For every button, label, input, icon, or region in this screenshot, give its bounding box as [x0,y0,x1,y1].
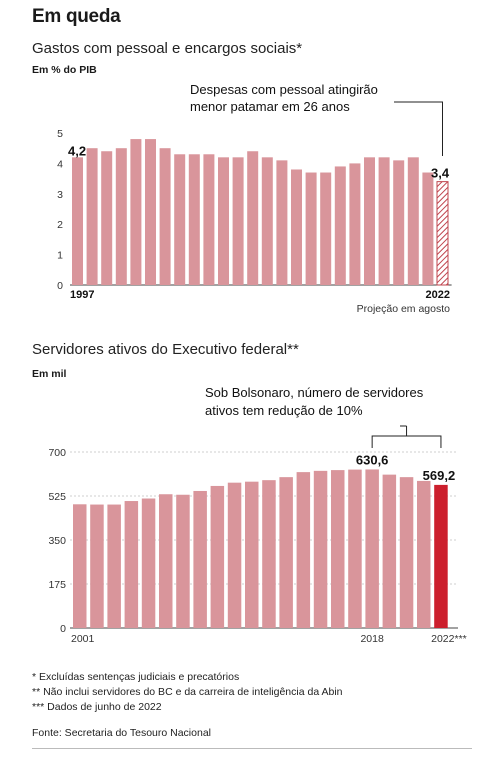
chart1-bar [159,148,171,285]
chart1-last-value-label: 3,4 [431,166,450,181]
page-title: Em queda [32,6,121,27]
chart2-ytick-label: 525 [48,491,66,503]
chart2-bar [348,469,362,628]
chart2-bar [382,474,397,628]
chart2-bar [245,481,259,628]
chart1-annotation-line1: Despesas com pessoal atingirão [190,82,378,97]
chart1-bar [276,160,288,285]
chart1-bar [72,157,83,285]
chart2-x-label: 2018 [360,633,384,645]
chart2-bar [262,480,276,628]
chart2-x-label: 2001 [71,633,95,645]
chart1-bar-projected [436,181,449,286]
chart2-bar-highlight [434,484,448,628]
chart2-bar [417,480,431,628]
chart2-ytick-label: 0 [60,623,66,635]
chart1-bar [174,154,186,285]
chart2-bar [227,482,242,628]
chart2-annotation-line2: ativos tem redução de 10% [205,403,363,418]
chart1-bar [218,157,229,285]
chart2-bar [331,470,345,628]
chart1-bar [188,154,200,285]
chart1-bar [261,157,273,285]
chart1-ytick-label: 5 [57,128,63,140]
chart1-projection-note: Projeção em agosto [357,303,451,315]
chart1-bar [349,163,361,285]
chart2-bar [296,472,311,628]
chart2-bar [107,504,121,628]
chart2-peak-label: 630,6 [356,452,389,467]
chart2-bar [73,504,87,628]
chart2-annotation-bracket [371,435,442,448]
chart1-bar [130,139,142,285]
chart1-bar [378,157,390,285]
chart2-ytick-label: 700 [48,447,66,459]
chart1-bar [407,157,419,285]
chart1-bar [393,160,405,285]
chart1-ytick-label: 1 [57,250,63,262]
chart1-annotation-connector [394,101,443,156]
chart2-bar [365,469,379,628]
chart2-svg: 0 175 350 525 700 2001 2018 2022*** 630,6 569,2 So… [48,385,467,645]
chart1-title: Gastos com pessoal e encargos sociais* [32,40,303,57]
chart2-bar [193,490,207,628]
chart2-bar [176,494,190,628]
chart1-ytick-label: 3 [57,189,63,201]
source-note: Fonte: Secretaria do Tesouro Nacional [32,727,211,739]
chart1-bar [305,172,317,285]
chart2-x-label: 2022*** [431,633,467,645]
chart1-first-value-label: 4,2 [68,143,86,158]
chart1-bar [247,151,259,285]
chart1-x-end-label: 2022 [426,289,450,301]
chart1-ytick-label: 4 [57,158,63,170]
chart2-bar [124,501,139,628]
chart1-ytick-label: 0 [57,280,63,292]
chart1-bar [203,154,215,285]
footnote-3: *** Dados de junho de 2022 [32,701,162,713]
chart1-bar [422,172,434,285]
chart1-bar [232,157,244,285]
chart2-unit: Em mil [32,368,67,380]
chart1-unit: Em % do PIB [32,64,97,76]
chart1-bar [115,148,127,285]
chart2-bar [210,485,225,628]
chart1-bar [101,151,113,285]
chart2-bar [399,477,414,628]
chart1-x-start-label: 1997 [70,289,94,301]
chart2-bar [159,494,173,628]
chart2-bar [90,504,104,628]
chart2-ytick-label: 350 [48,535,66,547]
chart1-ytick-label: 2 [57,219,63,231]
chart2-bar [313,470,328,628]
chart2-title: Servidores ativos do Executivo federal** [32,341,299,358]
chart1-svg: 0 1 2 3 4 5 4,2 3,4 1997 2022 Projeção em agosto De… [57,82,452,315]
chart1-bar [291,169,302,285]
chart1-bar [86,148,98,285]
footnote-1: * Excluídas sentenças judiciais e precat… [32,671,240,683]
chart1-bar [364,157,375,285]
chart1-bar [334,166,346,285]
chart2-annotation-line1: Sob Bolsonaro, número de servidores [205,385,424,400]
chart2-bar [141,498,156,628]
chart1-bar [320,172,332,285]
footnote-2: ** Não inclui servidores do BC e da carr… [32,686,343,698]
chart2-bar [279,477,293,628]
chart1-annotation-line2: menor patamar em 26 anos [190,99,350,114]
chart2-ytick-label: 175 [48,579,66,591]
chart1-bar [145,139,156,285]
bottom-divider [32,748,472,749]
chart2-last-value-label: 569,2 [423,468,456,483]
